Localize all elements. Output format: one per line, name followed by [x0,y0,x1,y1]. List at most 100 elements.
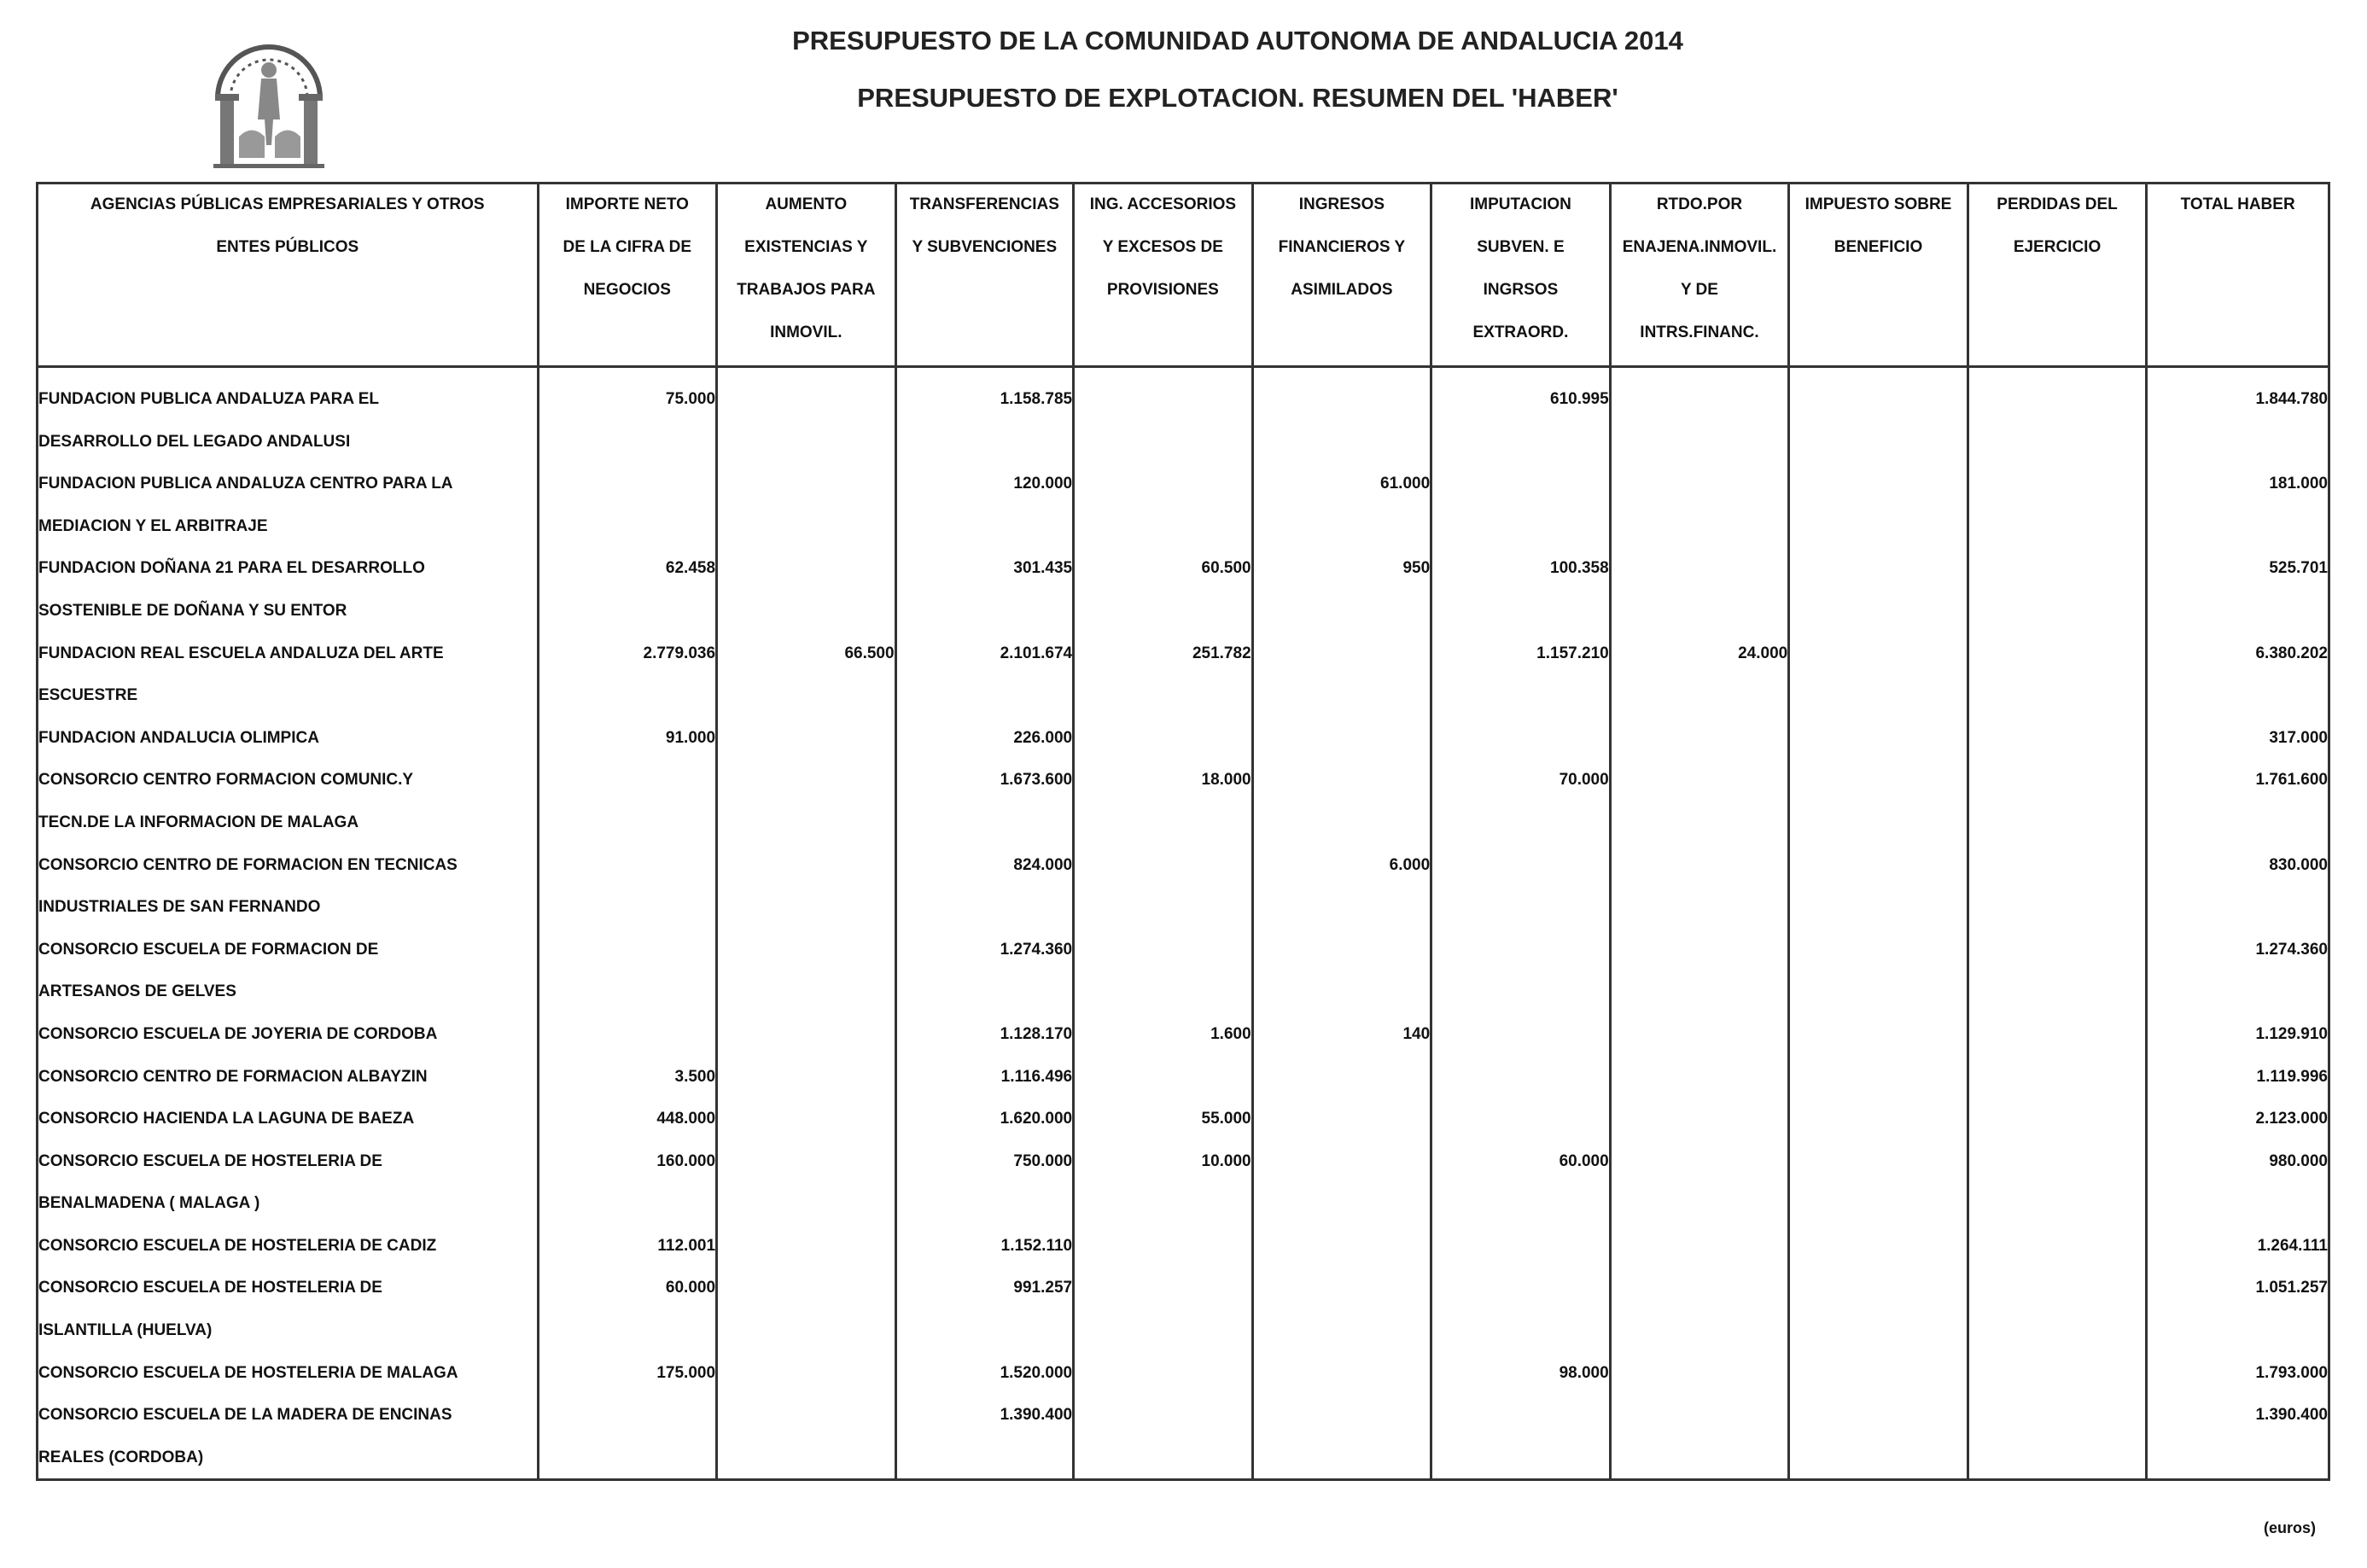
amount-cell [1251,632,1431,675]
amount-cell [1430,1436,1611,1480]
entity-name-cell: TECN.DE LA INFORMACION DE MALAGA [38,813,359,831]
amount-cell: 3.500 [536,1055,717,1099]
amount-cell [1966,589,2147,632]
amount-cell: 1.157.210 [1430,632,1611,675]
amount-cell: 140 [1251,1012,1431,1056]
amount-cell [1608,378,1789,421]
amount-cell [715,1436,896,1480]
table-row: CONSORCIO ESCUELA DE JOYERIA DE CORDOBA 1… [38,1012,2329,1056]
amount-cell: 226.000 [894,716,1074,760]
table-row: CONSORCIO CENTRO DE FORMACION ALBAYZIN 3.… [38,1055,2329,1099]
amount-cell [1072,1182,1253,1225]
column-header: RTDO.POR ENAJENA.INMOVIL. Y DE INTRS.FINANC… [1608,183,1789,368]
amount-cell [1608,971,1789,1013]
amount-cell [1787,463,1968,505]
amount-cell [715,971,896,1013]
entity-name-cell: BENALMADENA ( MALAGA ) [38,1194,260,1213]
page-title: PRESUPUESTO DE LA COMUNIDAD AUTONOMA DE … [792,26,1683,55]
amount-cell: 448.000 [536,1098,717,1140]
amount-cell [715,716,896,760]
column-header: ING. ACCESORIOS Y EXCESOS DE PROVISIONES [1072,183,1253,368]
entity-name-cell: ISLANTILLA (HUELVA) [38,1321,213,1340]
amount-cell [715,1224,896,1268]
amount-cell [1430,971,1611,1013]
amount-cell [1608,1394,1789,1437]
amount-cell [1251,928,1431,971]
table-row: REALES (CORDOBA) [38,1436,2329,1480]
amount-cell [1072,420,1253,463]
amount-cell: 317.000 [2145,716,2329,760]
amount-cell [536,504,717,548]
amount-cell [1430,674,1611,717]
table-row: FUNDACION REAL ESCUELA ANDALUZA DEL ARTE… [38,632,2329,675]
table-row: CONSORCIO HACIENDA LA LAGUNA DE BAEZA 448… [38,1098,2329,1140]
table-row: ESCUESTRE [38,674,2329,717]
amount-cell [2145,589,2329,632]
amount-cell: 1.620.000 [894,1098,1074,1140]
entity-name-cell: CONSORCIO CENTRO DE FORMACION ALBAYZIN [38,1067,428,1086]
entity-name-cell: FUNDACION PUBLICA ANDALUZA PARA EL [38,390,379,408]
entity-name-cell: REALES (CORDOBA) [38,1448,204,1466]
amount-cell [1251,1309,1431,1352]
amount-cell [715,589,896,632]
amount-cell: 175.000 [536,1351,717,1395]
amount-cell [1251,420,1431,463]
amount-cell: 112.001 [536,1224,717,1268]
amount-cell [1251,1098,1431,1140]
column-header-line: IMPUTACION [1469,195,1571,213]
column-header-line: IMPUESTO SOBRE [1804,195,1952,213]
amount-cell [536,801,717,844]
amount-cell: 70.000 [1430,759,1611,801]
amount-cell: 1.158.785 [894,378,1074,421]
amount-cell [1787,1309,1968,1352]
amount-cell [715,1055,896,1099]
amount-cell [1787,1055,1968,1099]
amount-cell: 60.000 [1430,1140,1611,1183]
table-row: ARTESANOS DE GELVES [38,971,2329,1013]
amount-cell [1072,843,1253,887]
table-row: CONSORCIO ESCUELA DE HOSTELERIA DE MALAG… [38,1351,2329,1395]
amount-cell [1966,1098,2147,1140]
amount-cell [536,589,717,632]
amount-cell [1787,1140,1968,1183]
amount-cell [1251,378,1431,421]
amount-cell: 991.257 [894,1267,1074,1310]
spacer-cell [1608,366,1789,378]
amount-cell [536,1309,717,1352]
amount-cell [1966,1309,2147,1352]
amount-cell [1966,632,2147,675]
table-row: SOSTENIBLE DE DOÑANA Y SU ENTOR [38,589,2329,632]
amount-cell [1787,420,1968,463]
entity-name-cell: CONSORCIO ESCUELA DE FORMACION DE [38,940,379,959]
amount-cell [1430,504,1611,548]
amount-cell [894,420,1074,463]
column-header: PERDIDAS DEL EJERCICIO [1966,183,2147,368]
table-row: FUNDACION PUBLICA ANDALUZA PARA EL 75.000… [38,378,2329,421]
page-subtitle: PRESUPUESTO DE EXPLOTACION. RESUMEN DEL … [857,83,1618,113]
spacer-row [38,366,2329,378]
entity-name-cell: CONSORCIO ESCUELA DE HOSTELERIA DE [38,1279,382,1297]
amount-cell [1251,504,1431,548]
amount-cell [1430,420,1611,463]
andalucia-coat-of-arms-logo [213,44,324,168]
amount-cell [894,1436,1074,1480]
amount-cell [1966,1055,2147,1099]
spacer-cell [1787,366,1968,378]
amount-cell: 61.000 [1251,463,1431,505]
amount-cell [1608,1182,1789,1225]
amount-cell [715,1309,896,1352]
amount-cell [1072,1055,1253,1099]
entity-name-cell: FUNDACION REAL ESCUELA ANDALUZA DEL ARTE [38,644,444,662]
amount-cell: 60.500 [1072,547,1253,590]
amount-cell [894,971,1074,1013]
amount-cell [1787,1224,1968,1268]
amount-cell [1966,759,2147,801]
entity-name-cell: CONSORCIO ESCUELA DE LA MADERA DE ENCINA… [38,1406,452,1425]
spacer-cell [1966,366,2147,378]
amount-cell [1251,1351,1431,1395]
amount-cell [536,1394,717,1437]
amount-cell: 950 [1251,547,1431,590]
table-row: CONSORCIO ESCUELA DE HOSTELERIA DE 160.00… [38,1140,2329,1183]
amount-cell [1072,1436,1253,1480]
amount-cell: 24.000 [1608,632,1789,675]
